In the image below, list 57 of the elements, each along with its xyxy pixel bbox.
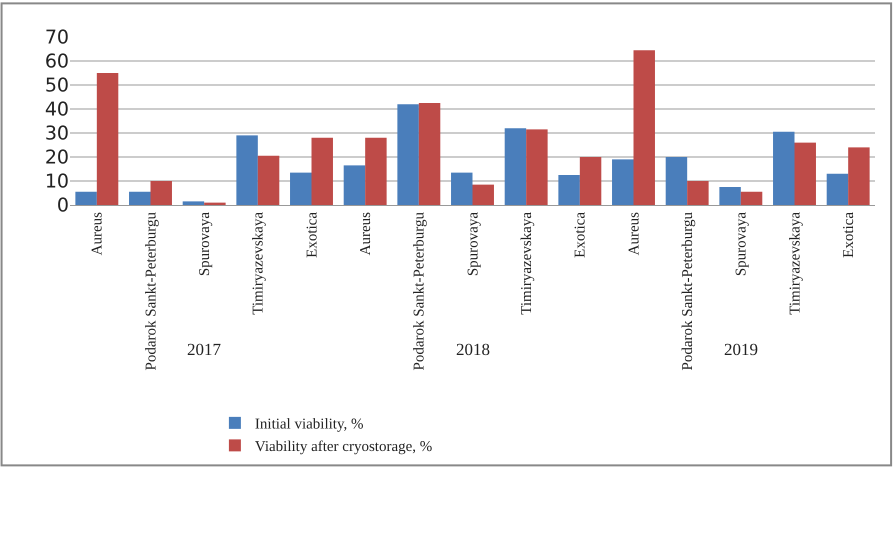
x-tick-label: Timiryazevskaya bbox=[787, 212, 804, 315]
y-tick-label: 0 bbox=[56, 194, 69, 217]
bar bbox=[558, 175, 580, 205]
bar bbox=[794, 142, 816, 205]
bar bbox=[740, 192, 762, 205]
bar bbox=[848, 147, 870, 205]
y-tick-label: 10 bbox=[44, 170, 69, 193]
x-tick-label: Podarok Sankt-Peterburgu bbox=[143, 212, 160, 370]
x-tick-label: Aureus bbox=[90, 212, 106, 256]
bar bbox=[96, 73, 118, 205]
bar bbox=[129, 192, 150, 205]
x-tick-label: Aureus bbox=[626, 212, 642, 256]
y-tick-label: 70 bbox=[44, 26, 69, 49]
bar bbox=[397, 104, 419, 205]
bar bbox=[312, 138, 333, 205]
bar bbox=[418, 103, 440, 205]
legend-label: Initial viability, % bbox=[254, 416, 364, 433]
x-tick-label: Exotica bbox=[841, 212, 858, 258]
bar bbox=[344, 165, 366, 205]
bar bbox=[826, 174, 848, 205]
bar bbox=[258, 156, 280, 205]
x-tick-label: Spurovaya bbox=[734, 212, 750, 276]
x-tick-label: Exotica bbox=[304, 212, 320, 258]
bar bbox=[719, 187, 741, 205]
y-tick-label: 50 bbox=[44, 74, 69, 97]
y-tick-label: 30 bbox=[44, 122, 69, 145]
x-tick-label: Podarok Sankt-Peterburgu bbox=[680, 212, 696, 370]
x-tick-label: Podarok Sankt-Peterburgu bbox=[412, 212, 428, 370]
bar bbox=[472, 184, 494, 205]
bar bbox=[451, 172, 472, 205]
text: 2019 bbox=[724, 340, 758, 359]
x-tick-label: Spurovaya bbox=[197, 212, 214, 276]
x-tick-label: Timiryazevskaya bbox=[519, 212, 536, 315]
bar bbox=[504, 128, 526, 205]
legend-label: Viability after cryostorage, % bbox=[254, 439, 432, 456]
x-tick-label: Timiryazevskaya bbox=[250, 212, 267, 315]
bar bbox=[666, 157, 688, 205]
bar bbox=[634, 50, 655, 205]
x-tick-label: Exotica bbox=[572, 212, 589, 258]
bar bbox=[182, 201, 204, 205]
bar bbox=[580, 157, 602, 205]
bar bbox=[687, 181, 709, 205]
text: 2018 bbox=[456, 340, 490, 359]
x-tick-label: Aureus bbox=[358, 212, 374, 256]
bar bbox=[612, 159, 634, 205]
x-tick-label: Spurovaya bbox=[465, 212, 482, 276]
bar bbox=[290, 172, 312, 205]
y-tick-label: 40 bbox=[44, 98, 69, 121]
bar bbox=[150, 181, 172, 205]
bar bbox=[526, 129, 548, 205]
bar bbox=[75, 192, 97, 205]
y-tick-label: 20 bbox=[44, 146, 69, 169]
text: 2017 bbox=[187, 340, 222, 359]
bar bbox=[236, 135, 258, 205]
y-tick-label: 60 bbox=[44, 50, 69, 73]
bar bbox=[773, 132, 794, 205]
bar bbox=[365, 138, 387, 205]
